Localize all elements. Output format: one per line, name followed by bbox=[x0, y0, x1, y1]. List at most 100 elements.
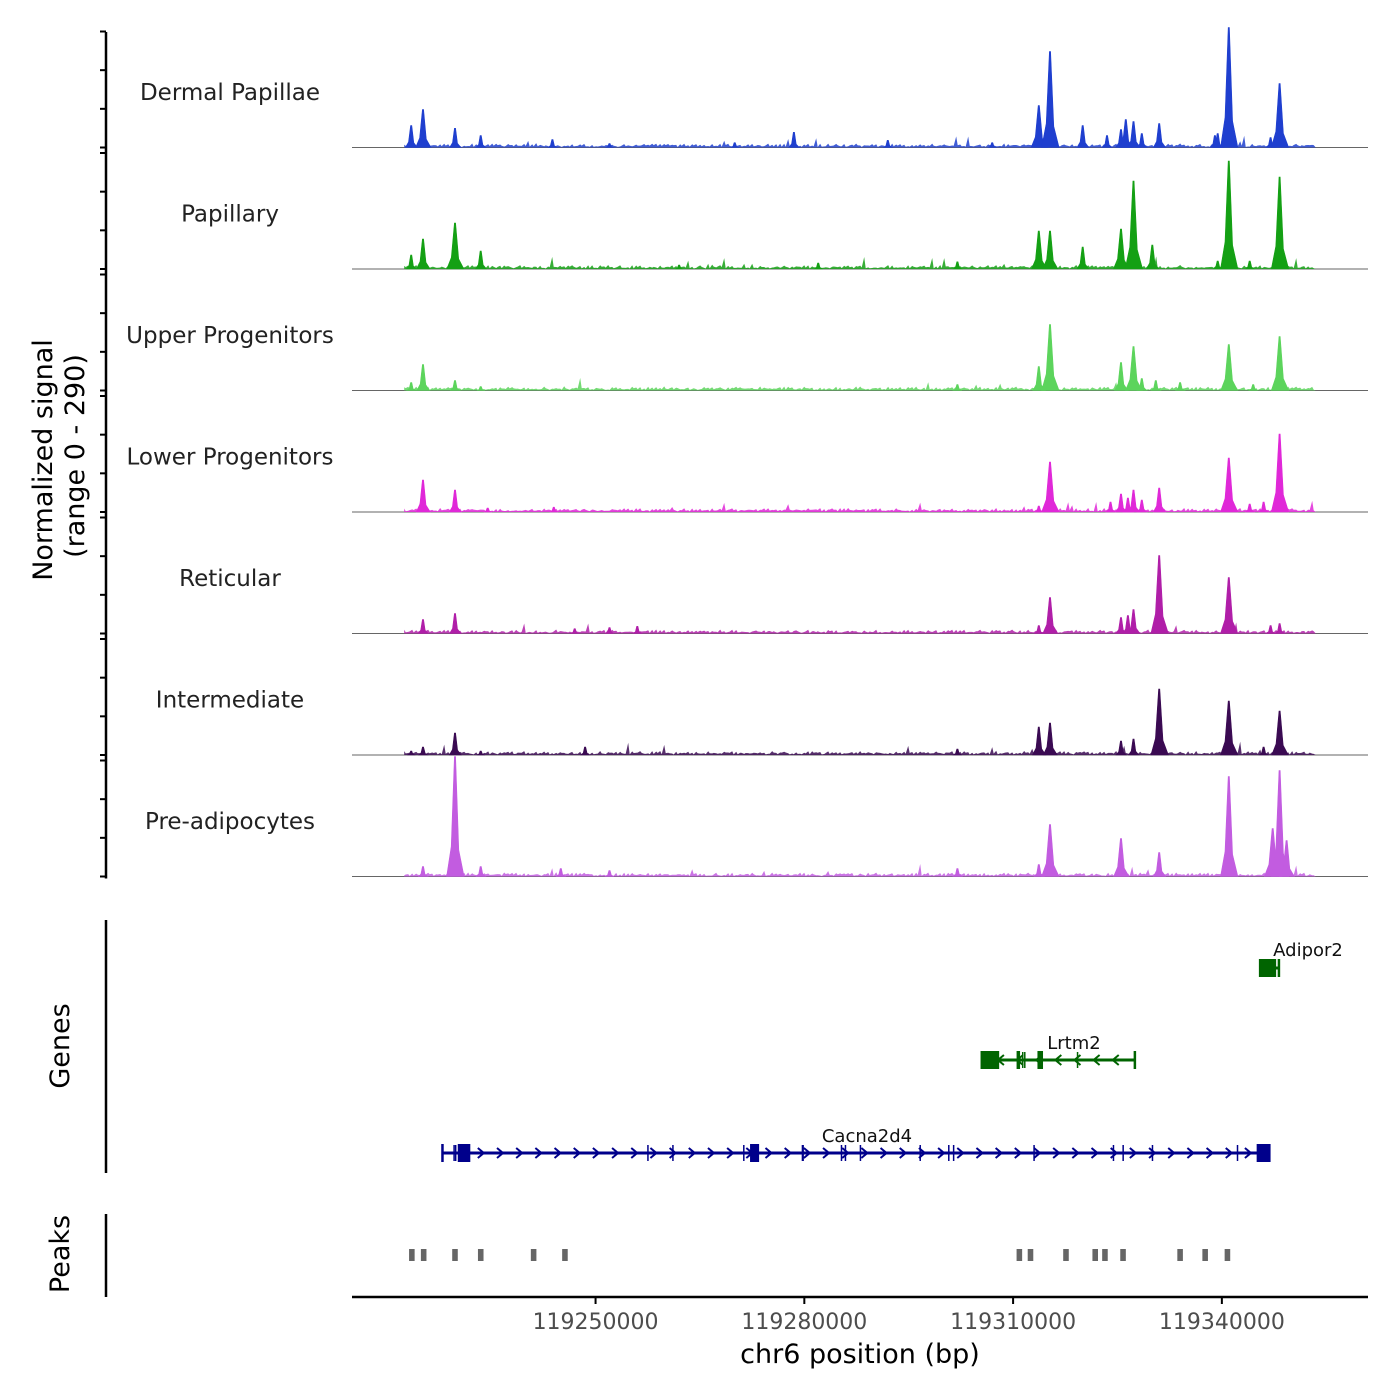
coverage-peak bbox=[674, 264, 684, 270]
strand-arrow bbox=[1111, 1054, 1120, 1066]
coverage-track-1: Papillary bbox=[100, 152, 1368, 270]
strand-arrow bbox=[553, 1147, 563, 1159]
strand-arrow bbox=[573, 1147, 582, 1159]
coverage-peak bbox=[1271, 710, 1289, 756]
x-tick-label: 119250000 bbox=[533, 1310, 659, 1335]
coverage-peak bbox=[988, 142, 997, 148]
coverage-peak bbox=[476, 750, 486, 756]
coverage-peak bbox=[448, 732, 462, 756]
coverage-peak bbox=[632, 626, 643, 634]
strand-arrow bbox=[1052, 1147, 1061, 1159]
strand-arrow bbox=[1225, 1147, 1234, 1159]
strand-arrow bbox=[726, 1147, 735, 1159]
coverage-track-0: Dermal Papillae bbox=[100, 27, 1368, 149]
strand-arrow bbox=[1033, 1147, 1042, 1159]
peaks-panel bbox=[104, 1214, 1231, 1297]
strand-arrow bbox=[841, 1147, 850, 1159]
strand-arrow bbox=[994, 1147, 1004, 1159]
strand-arrow bbox=[1092, 1054, 1101, 1066]
coverage-peak bbox=[1270, 83, 1290, 148]
track-label: Lower Progenitors bbox=[127, 445, 334, 471]
coverage-peak bbox=[1150, 380, 1162, 391]
exon-block bbox=[1016, 1051, 1021, 1069]
coverage-peak bbox=[604, 870, 615, 877]
peak-region bbox=[1092, 1249, 1098, 1261]
coverage-track-3: Lower Progenitors bbox=[100, 395, 1368, 513]
coverage-peak bbox=[1220, 776, 1239, 877]
coverage-signal-area bbox=[404, 135, 1316, 148]
coverage-peak bbox=[1152, 123, 1167, 148]
coverage-peak bbox=[1127, 738, 1140, 756]
x-axis-title: chr6 position (bp) bbox=[740, 1339, 980, 1370]
coverage-peak bbox=[1220, 160, 1239, 270]
track-label: Dermal Papillae bbox=[140, 80, 320, 106]
coverage-peak bbox=[1032, 726, 1047, 756]
coverage-peak bbox=[415, 479, 431, 513]
strand-arrow bbox=[1186, 1147, 1195, 1159]
coverage-peak bbox=[417, 619, 430, 634]
gene-lrtm2: Lrtm2 bbox=[980, 1033, 1137, 1069]
strand-arrow bbox=[1072, 1054, 1082, 1066]
coverage-peak bbox=[1244, 260, 1256, 270]
coverage-peak bbox=[405, 382, 417, 391]
coverage-peak bbox=[1150, 688, 1169, 756]
coverage-peak bbox=[446, 222, 465, 270]
coverage-peak bbox=[605, 143, 614, 148]
peak-region bbox=[452, 1249, 458, 1261]
coverage-peak bbox=[555, 868, 567, 877]
exon-block bbox=[750, 1144, 760, 1162]
peak-region bbox=[1027, 1249, 1034, 1261]
coverage-peak bbox=[1042, 597, 1059, 634]
strand-arrow bbox=[1148, 1147, 1157, 1159]
strand-arrow bbox=[764, 1147, 774, 1159]
coverage-peak bbox=[1136, 133, 1148, 148]
strand-arrow bbox=[515, 1147, 524, 1159]
peak-region bbox=[1177, 1249, 1183, 1261]
strand-arrow bbox=[688, 1147, 697, 1159]
coverage-peak bbox=[730, 142, 740, 148]
coverage-peak bbox=[1152, 487, 1167, 513]
coverage-peak bbox=[1033, 625, 1045, 634]
coverage-peak bbox=[474, 250, 488, 270]
coverage-peak bbox=[1265, 625, 1277, 634]
strand-arrow bbox=[1205, 1147, 1215, 1159]
coverage-peak bbox=[1220, 700, 1239, 756]
coverage-peak bbox=[1041, 51, 1060, 148]
strand-arrow bbox=[707, 1147, 716, 1159]
x-tick-label: 119310000 bbox=[950, 1310, 1076, 1335]
peak-region bbox=[420, 1249, 427, 1261]
coverage-peak bbox=[476, 386, 486, 391]
strand-arrow bbox=[879, 1147, 889, 1159]
coverage-peak bbox=[1076, 125, 1090, 148]
strand-arrow bbox=[1244, 1147, 1253, 1159]
coverage-signal-area bbox=[404, 622, 1316, 634]
peak-region bbox=[1202, 1249, 1208, 1261]
coverage-signal-area bbox=[404, 864, 1316, 877]
x-tick-label: 119340000 bbox=[1159, 1310, 1285, 1335]
coverage-peak bbox=[1145, 244, 1160, 270]
coverage-track-4: Reticular bbox=[100, 516, 1368, 635]
coverage-peak bbox=[415, 238, 431, 270]
strand-arrow bbox=[1090, 1147, 1100, 1159]
coverage-peak bbox=[1220, 457, 1239, 513]
x-axis: 119250000 119280000 119310000 119340000 bbox=[352, 1295, 1368, 1335]
coverage-track-6: Pre-adipocytes bbox=[100, 756, 1368, 878]
coverage-peak bbox=[448, 613, 462, 634]
strand-arrow bbox=[1167, 1147, 1176, 1159]
coverage-peak bbox=[952, 384, 963, 391]
coverage-peak bbox=[1220, 344, 1239, 391]
strand-arrow bbox=[592, 1147, 601, 1159]
coverage-peak bbox=[1258, 501, 1270, 513]
coverage-peak bbox=[1031, 230, 1048, 270]
strand-arrow bbox=[860, 1147, 869, 1159]
strand-arrow bbox=[956, 1147, 965, 1159]
coverage-peak bbox=[1220, 27, 1239, 148]
peak-region bbox=[1016, 1249, 1023, 1261]
coverage-peak bbox=[446, 756, 465, 877]
gene-cacna2d4: Cacna2d4 bbox=[441, 1126, 1271, 1162]
coverage-peak bbox=[547, 139, 559, 148]
strand-arrow bbox=[1014, 1147, 1023, 1159]
exon-block bbox=[457, 1144, 471, 1162]
coverage-peak bbox=[604, 627, 615, 634]
exon-block bbox=[1260, 959, 1277, 977]
